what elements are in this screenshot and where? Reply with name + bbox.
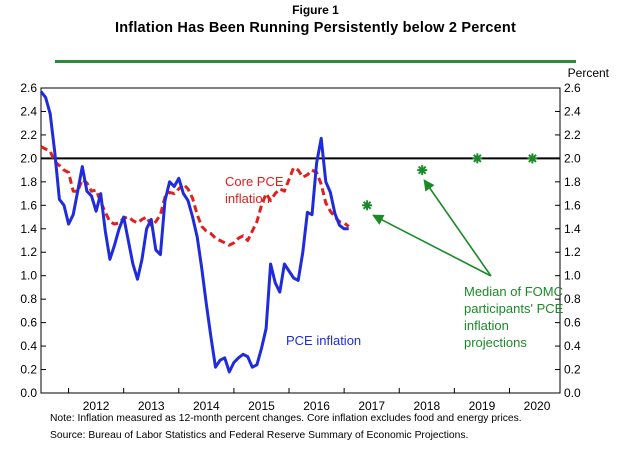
y-tick-label-left: 1.8 <box>20 175 37 189</box>
y-tick-label-left: 1.0 <box>20 269 37 283</box>
fomc-projections-label: participants' PCE <box>464 301 564 316</box>
figure-label: Figure 1 <box>292 3 339 17</box>
projection-arrow <box>423 179 492 277</box>
x-tick-label: 2018 <box>413 399 440 413</box>
x-tick-label: 2016 <box>303 399 330 413</box>
projection-marker <box>472 153 483 164</box>
y-tick-label-right: 0.2 <box>564 363 581 377</box>
y-tick-label-right: 0.6 <box>564 316 581 330</box>
pce-label: PCE inflation <box>286 333 361 348</box>
y-tick-label-right: 1.2 <box>564 245 581 259</box>
y-tick-label-left: 1.2 <box>20 245 37 259</box>
y-tick-label-left: 1.4 <box>20 222 37 236</box>
core-pce-label: inflation <box>225 191 270 206</box>
y-tick-label-right: 1.0 <box>564 269 581 283</box>
projection-marker <box>362 200 373 211</box>
y-tick-label-left: 0.2 <box>20 363 37 377</box>
y-tick-label-right: 1.6 <box>564 198 581 212</box>
x-tick-label: 2017 <box>358 399 385 413</box>
y-tick-label-right: 1.4 <box>564 222 581 236</box>
y-tick-label-right: 0.0 <box>564 386 581 400</box>
plot-frame <box>40 87 561 394</box>
core-pce-line <box>40 145 350 247</box>
y-tick-label-left: 0.0 <box>20 386 37 400</box>
y-tick-label-left: 0.4 <box>20 339 37 353</box>
y-tick-label-left: 2.2 <box>20 128 37 142</box>
chart-note: Note: Inflation measured as 12-month per… <box>50 413 522 424</box>
fomc-projections-label: inflation <box>464 318 509 333</box>
y-tick-label-right: 0.4 <box>564 339 581 353</box>
projection-marker <box>527 153 538 164</box>
y-tick-label-left: 0.6 <box>20 316 37 330</box>
y-tick-label-right: 1.8 <box>564 175 581 189</box>
x-tick-label: 2014 <box>193 399 220 413</box>
x-tick-label: 2020 <box>524 399 551 413</box>
x-tick-label: 2012 <box>83 399 110 413</box>
y-tick-label-right: 2.6 <box>564 81 581 95</box>
y-tick-label-right: 2.2 <box>564 128 581 142</box>
y-tick-label-left: 1.6 <box>20 198 37 212</box>
y-tick-label-right: 2.4 <box>564 104 581 118</box>
x-tick-label: 2013 <box>138 399 165 413</box>
y-tick-label-left: 2.4 <box>20 104 37 118</box>
pce-line <box>39 90 349 374</box>
title-rule <box>55 60 576 63</box>
projection-arrow <box>372 214 492 277</box>
fomc-projections-label: Median of FOMC <box>464 284 563 299</box>
core-pce-label: Core PCE <box>225 174 284 189</box>
y-tick-label-left: 2.6 <box>20 81 37 95</box>
y-axis-unit-label: Percent <box>567 66 609 80</box>
fomc-projections-label: projections <box>464 335 527 350</box>
chart-title: Inflation Has Been Running Persistently … <box>115 20 516 36</box>
projection-marker <box>417 165 428 176</box>
y-tick-label-right: 0.8 <box>564 292 581 306</box>
y-tick-label-left: 0.8 <box>20 292 37 306</box>
x-tick-label: 2019 <box>469 399 496 413</box>
chart-source: Source: Bureau of Labor Statistics and F… <box>50 430 469 441</box>
y-tick-label-left: 2.0 <box>20 151 37 165</box>
x-tick-label: 2015 <box>248 399 275 413</box>
y-tick-label-right: 2.0 <box>564 151 581 165</box>
